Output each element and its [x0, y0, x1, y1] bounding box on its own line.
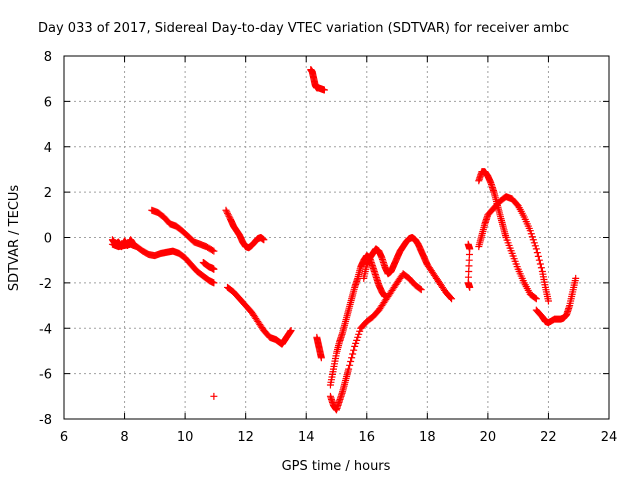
- data-point: [347, 358, 355, 366]
- chart-title: Day 033 of 2017, Sidereal Day-to-day VTE…: [38, 21, 569, 36]
- data-point: [209, 246, 217, 254]
- x-tick-label: 22: [540, 430, 557, 445]
- data-point: [531, 242, 539, 250]
- y-tick-label: -8: [39, 413, 52, 428]
- y-axis-label: SDTVAR / TECUs: [7, 185, 22, 292]
- data-point: [354, 333, 362, 341]
- data-point: [447, 294, 455, 302]
- data-point: [529, 236, 537, 244]
- data-point: [224, 209, 231, 217]
- data-point: [223, 208, 231, 216]
- series-arc-3: [199, 258, 218, 273]
- series-arc-8: [313, 333, 325, 362]
- x-tick-label: 18: [419, 430, 436, 445]
- x-tick-label: 24: [601, 430, 618, 445]
- data-point: [532, 295, 540, 303]
- y-tick-label: -4: [39, 322, 52, 337]
- x-tick-label: 20: [480, 430, 497, 445]
- data-point: [544, 297, 552, 305]
- series-arc-12: [464, 240, 474, 291]
- x-tick-label: 16: [359, 430, 376, 445]
- data-point: [345, 365, 353, 373]
- series-arc-14: [475, 193, 552, 305]
- x-tick-label: 8: [120, 430, 128, 445]
- series-arc-9: [326, 252, 389, 389]
- data-point: [353, 336, 361, 344]
- data-point: [530, 239, 538, 247]
- x-axis-label: GPS time / hours: [282, 459, 391, 474]
- data-point: [348, 354, 356, 362]
- data-point: [537, 264, 545, 272]
- x-tick-label: 12: [237, 430, 254, 445]
- series-arc-6: [224, 283, 295, 348]
- data-point: [534, 252, 542, 260]
- series-arc-5: [222, 206, 268, 252]
- data-point: [130, 240, 138, 248]
- series-arc-2: [148, 206, 218, 255]
- y-tick-label: -6: [39, 368, 52, 383]
- y-tick-label: 4: [44, 141, 52, 156]
- data-point: [287, 327, 295, 335]
- series-arc-1b: [108, 236, 138, 251]
- series-arc-11: [360, 234, 456, 303]
- data-point: [224, 211, 232, 219]
- data-point: [536, 260, 544, 268]
- x-tick-label: 6: [60, 430, 68, 445]
- data-point: [222, 206, 230, 214]
- data-point: [528, 233, 536, 241]
- data-point: [225, 212, 233, 220]
- data-point: [210, 392, 218, 400]
- y-tick-label: 8: [44, 50, 52, 65]
- y-tick-label: 6: [44, 95, 52, 110]
- data-point: [531, 294, 539, 302]
- series-arc-13: [475, 168, 540, 303]
- data-point: [466, 283, 474, 291]
- data-point: [448, 295, 456, 303]
- series-arc-7: [307, 66, 328, 94]
- data-point: [416, 285, 424, 293]
- y-tick-label: -2: [39, 277, 52, 292]
- data-points: [108, 66, 580, 414]
- data-point: [210, 265, 218, 273]
- data-point: [526, 227, 534, 235]
- data-point: [417, 286, 425, 294]
- data-point: [572, 274, 580, 282]
- x-tick-label: 14: [298, 430, 315, 445]
- data-point: [349, 350, 357, 358]
- grid: [64, 56, 609, 419]
- data-point: [346, 361, 354, 369]
- data-point: [352, 339, 360, 347]
- data-point: [317, 354, 325, 362]
- data-point: [356, 327, 364, 335]
- data-point: [210, 279, 218, 287]
- data-point: [260, 236, 268, 244]
- data-point: [532, 245, 540, 253]
- series-point-4: [210, 392, 218, 400]
- series-arc-15: [532, 274, 580, 327]
- data-point: [320, 86, 328, 94]
- series-arc-1a: [108, 240, 218, 287]
- data-point: [350, 346, 358, 354]
- series-arc-10: [326, 270, 425, 414]
- y-tick-label: 0: [44, 232, 52, 247]
- data-point: [527, 230, 535, 238]
- y-tick-label: 2: [44, 186, 52, 201]
- x-tick-label: 10: [177, 430, 194, 445]
- data-point: [351, 342, 359, 350]
- data-point: [355, 330, 363, 338]
- data-point: [533, 249, 541, 257]
- data-point: [535, 256, 543, 264]
- data-point: [210, 247, 218, 255]
